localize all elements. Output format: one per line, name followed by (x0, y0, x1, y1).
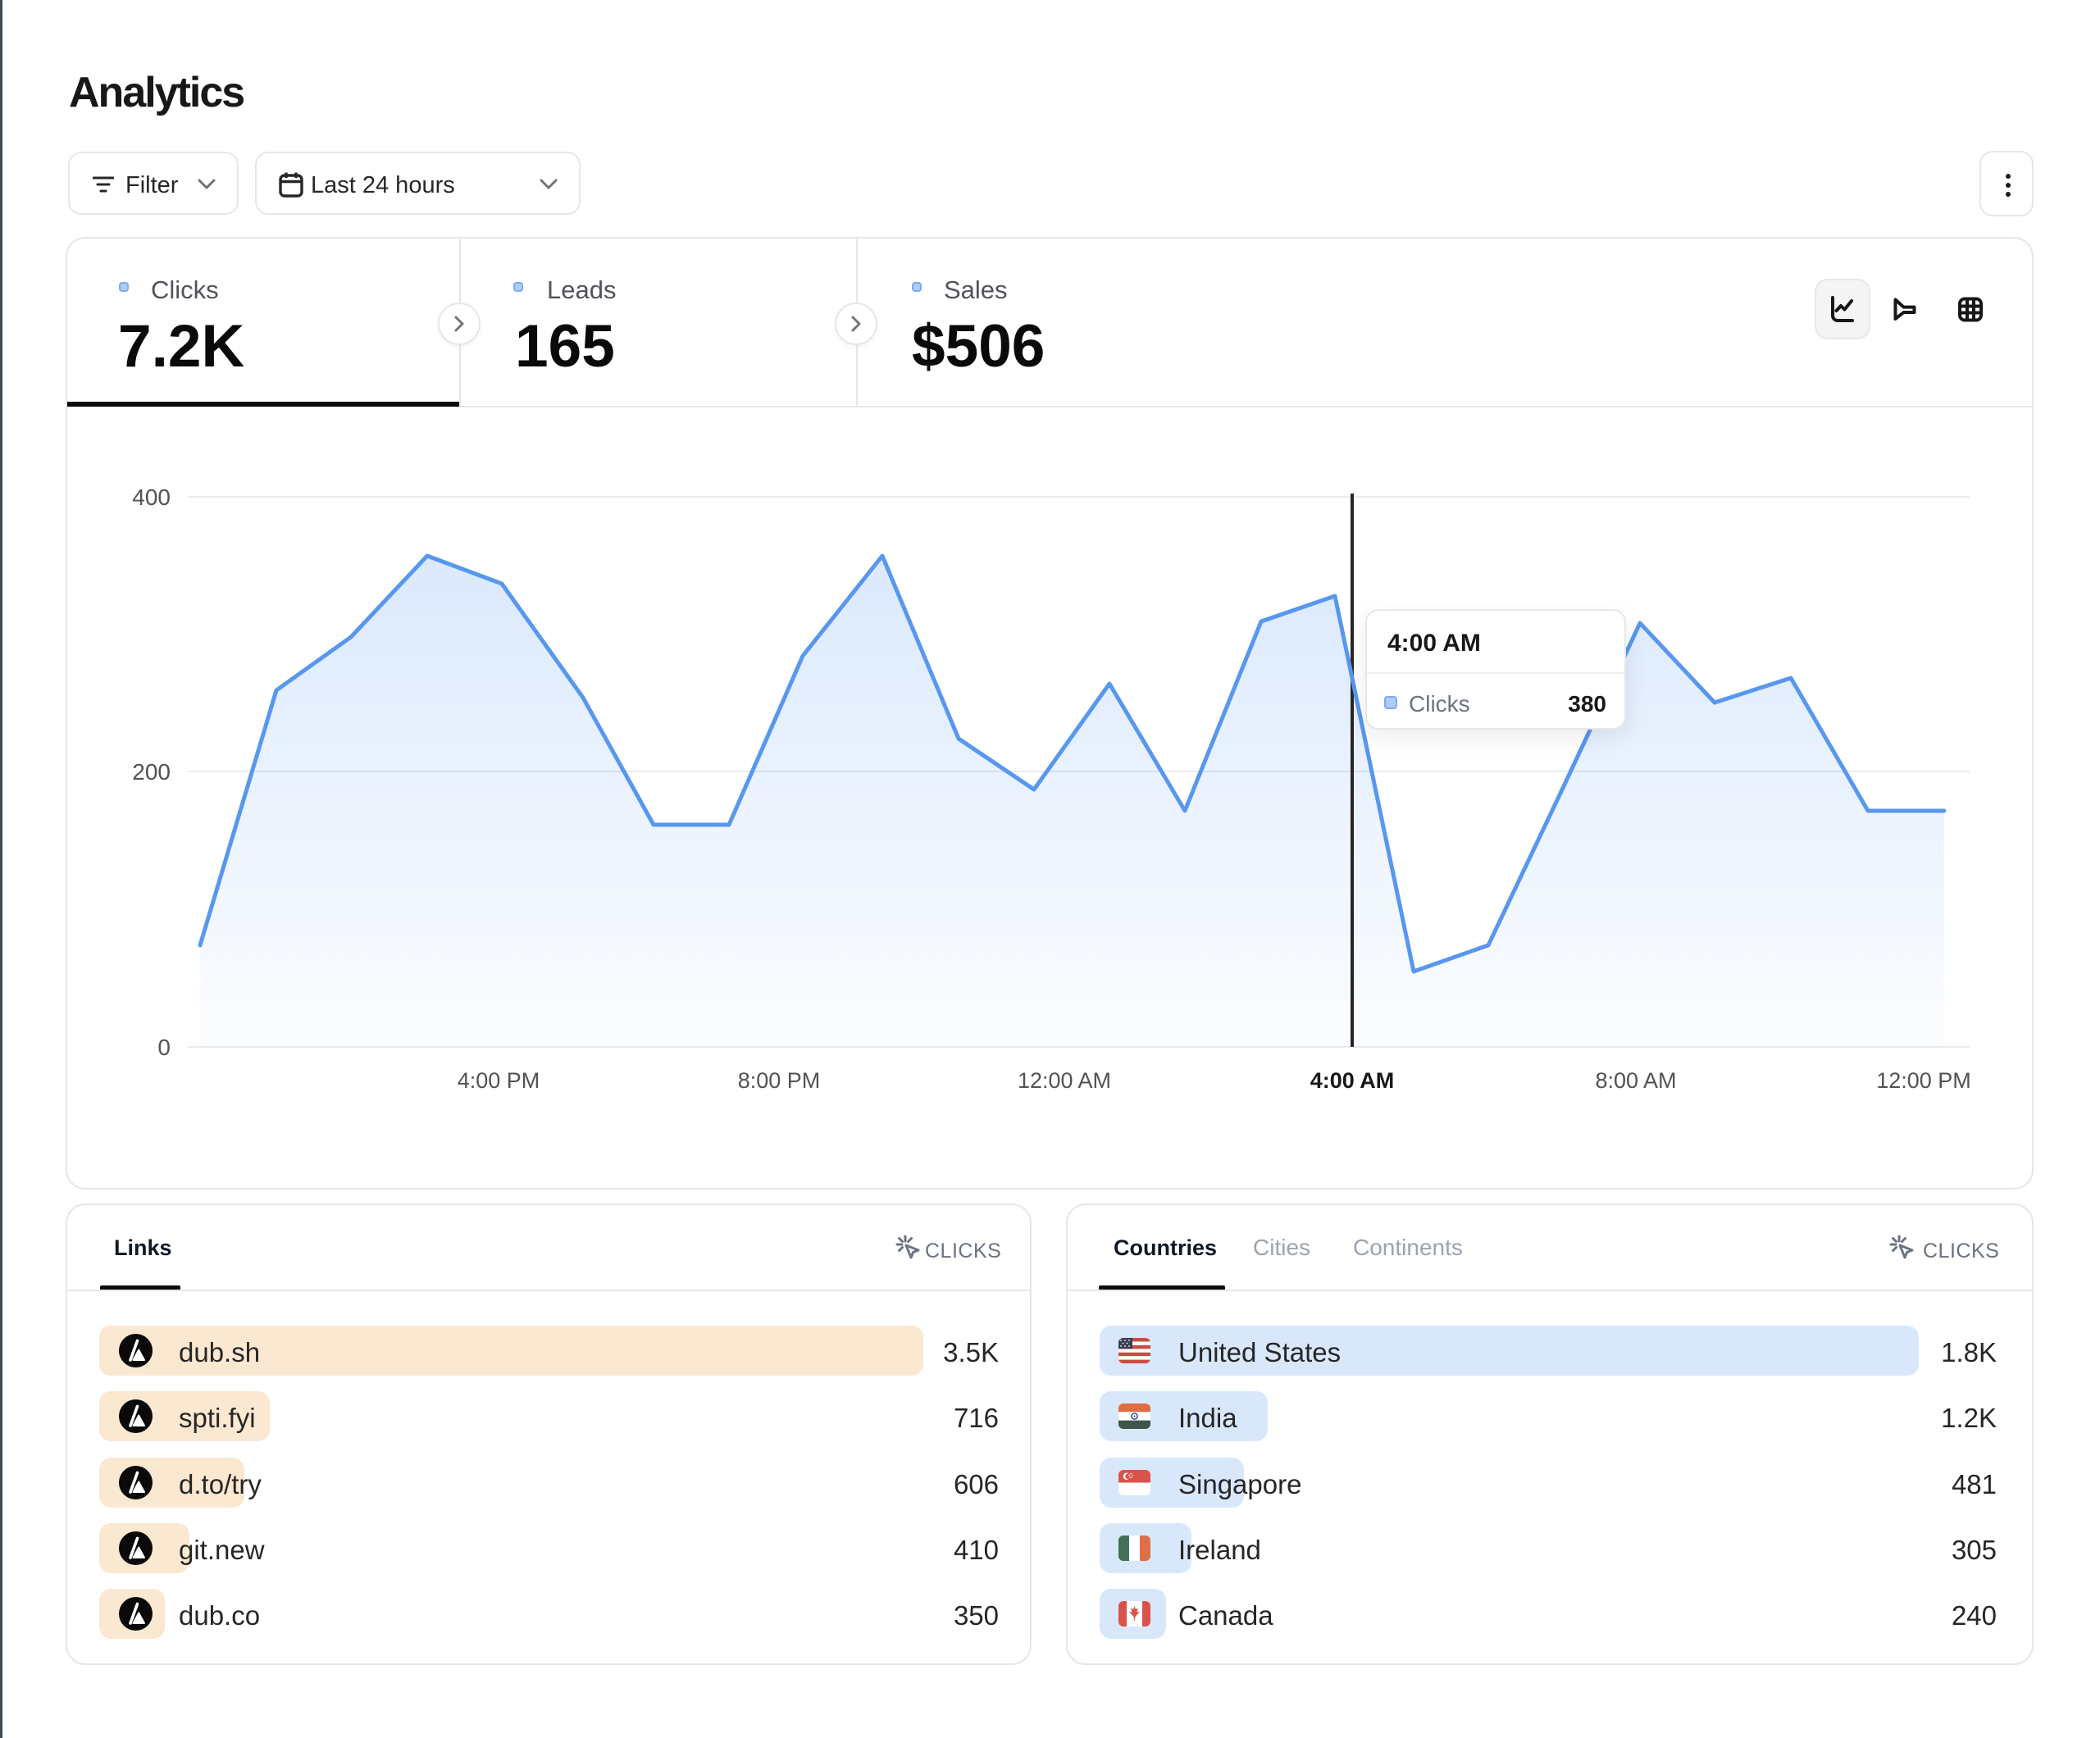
svg-text:8:00 PM: 8:00 PM (738, 1068, 821, 1093)
svg-text:12:00 PM: 12:00 PM (1876, 1068, 1971, 1093)
svg-text:12:00 AM: 12:00 AM (1018, 1068, 1111, 1093)
svg-text:400: 400 (132, 485, 171, 510)
svg-text:200: 200 (132, 759, 171, 785)
svg-text:4:00 PM: 4:00 PM (458, 1068, 540, 1093)
svg-text:4:00 AM: 4:00 AM (1310, 1068, 1395, 1093)
svg-text:8:00 AM: 8:00 AM (1595, 1068, 1676, 1093)
svg-text:0: 0 (157, 1035, 171, 1060)
